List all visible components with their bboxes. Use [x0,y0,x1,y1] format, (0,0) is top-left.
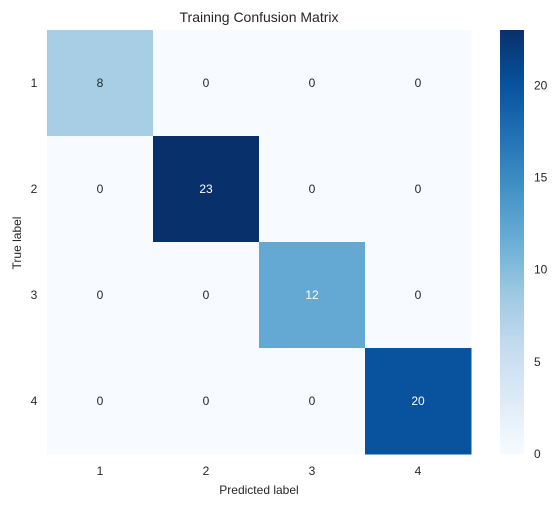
cell-value-label: 23 [199,182,213,196]
heatmap-cell [47,136,154,243]
cell-value-label: 0 [415,76,422,90]
y-tick-label: 3 [31,288,38,302]
colorbar-tick-label: 15 [534,170,548,184]
heatmap-cell [259,348,366,455]
cell-value-label: 0 [309,182,316,196]
heatmap-cell [153,30,260,137]
y-tick-labels: 1 2 3 4 [31,76,38,408]
x-tick-label: 3 [309,464,316,478]
chart-title: Training Confusion Matrix [180,9,339,25]
x-tick-label: 4 [415,464,422,478]
colorbar-tick-label: 5 [534,355,541,369]
heatmap-cell [259,30,366,137]
y-tick-label: 2 [31,182,38,196]
heatmap-cell [47,348,154,455]
cell-value-label: 0 [203,288,210,302]
heatmap-cell [365,30,472,137]
cell-value-label: 0 [203,394,210,408]
heatmap-cell [259,136,366,243]
cell-value-label: 20 [411,394,425,408]
cell-value-labels: 8 0 0 0 0 23 0 0 0 0 12 0 0 0 0 20 [97,76,425,408]
cell-value-label: 8 [97,76,104,90]
x-tick-labels: 1 2 3 4 [97,464,422,478]
colorbar-tick-label: 0 [534,447,541,461]
x-axis-label: Predicted label [219,483,298,497]
y-tick-label: 1 [31,76,38,90]
heatmap-cell [365,242,472,349]
cell-value-label: 0 [309,394,316,408]
colorbar-tick-labels: 0 5 10 15 20 [534,78,548,461]
heatmap-cells [47,30,472,455]
cell-value-label: 12 [305,288,319,302]
colorbar-tick-label: 20 [534,78,548,92]
x-tick-label: 2 [203,464,210,478]
cell-value-label: 0 [309,76,316,90]
heatmap-cell [47,30,154,137]
colorbar-tick-label: 10 [534,263,548,277]
y-tick-label: 4 [31,394,38,408]
heatmap-cell [153,348,260,455]
heatmap-cell [365,348,472,455]
cell-value-label: 0 [97,182,104,196]
cell-value-label: 0 [203,76,210,90]
heatmap-cell [153,136,260,243]
heatmap-cell [47,242,154,349]
heatmap-cell [153,242,260,349]
cell-value-label: 0 [97,394,104,408]
x-tick-label: 1 [97,464,104,478]
cell-value-label: 0 [415,182,422,196]
colorbar [500,30,524,454]
cell-value-label: 0 [97,288,104,302]
heatmap-cell [365,136,472,243]
cell-value-label: 0 [415,288,422,302]
heatmap-cell [259,242,366,349]
y-axis-label: True label [10,217,24,270]
